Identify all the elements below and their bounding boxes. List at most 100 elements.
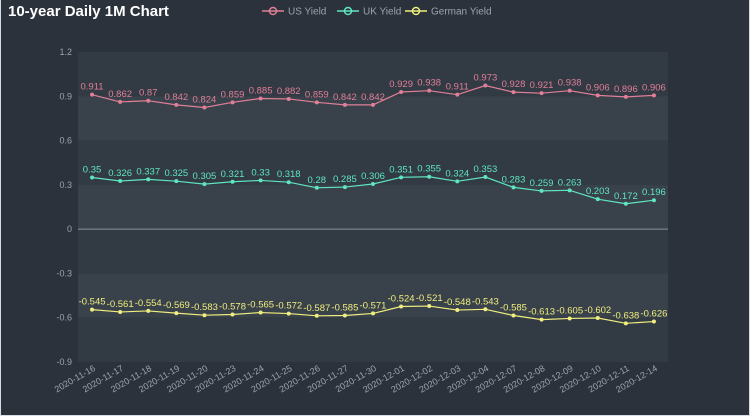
data-label: 0.318 [277,169,301,180]
data-point[interactable] [258,310,263,315]
data-label: 0.263 [558,177,582,188]
data-point[interactable] [90,175,95,180]
data-point[interactable] [230,179,235,184]
data-label: 0.906 [586,82,610,93]
plot-band [78,140,668,185]
data-point[interactable] [595,316,600,321]
data-point[interactable] [286,96,291,101]
data-point[interactable] [230,312,235,317]
data-point[interactable] [567,316,572,321]
y-axis: 1.2 0.9 0.6 0.3 0 -0.3 -0.6 -0.9 [56,47,72,367]
data-label: 0.321 [221,169,245,180]
data-point[interactable] [286,180,291,185]
data-point[interactable] [399,175,404,180]
data-point[interactable] [202,105,207,110]
data-label: 0.355 [417,164,441,175]
data-point[interactable] [651,319,656,324]
data-point[interactable] [427,174,432,179]
data-label: 0.929 [389,79,413,90]
data-point[interactable] [202,182,207,187]
data-point[interactable] [146,98,151,103]
data-point[interactable] [118,179,123,184]
data-point[interactable] [118,99,123,104]
data-point[interactable] [314,100,319,105]
data-point[interactable] [511,185,516,190]
data-label: 0.259 [530,178,554,189]
data-label: -0.572 [275,301,302,312]
y-tick-label: 0.6 [59,136,72,146]
data-point[interactable] [371,181,375,186]
data-label: 0.351 [389,164,413,175]
plot-band [78,273,668,318]
data-point[interactable] [230,100,235,105]
data-point[interactable] [174,179,179,184]
data-point[interactable] [258,96,263,101]
data-point[interactable] [314,313,319,318]
data-point[interactable] [539,91,544,96]
data-point[interactable] [342,102,347,107]
data-label: -0.524 [388,293,415,304]
data-label: -0.578 [219,301,246,312]
data-point[interactable] [623,94,628,99]
data-point[interactable] [202,313,207,318]
data-point[interactable] [595,93,600,98]
data-point[interactable] [455,179,460,184]
data-point[interactable] [511,90,516,95]
data-point[interactable] [258,178,263,183]
data-label: 0.283 [502,174,526,185]
data-point[interactable] [427,88,432,93]
data-point[interactable] [174,311,179,316]
data-point[interactable] [146,177,151,182]
data-point[interactable] [455,308,460,313]
data-label: 0.859 [305,89,329,100]
data-label: 0.172 [614,191,638,202]
data-point[interactable] [651,198,656,203]
legend-item-us-yield[interactable]: US Yield [262,7,326,18]
data-point[interactable] [174,102,179,107]
data-label: 0.87 [139,88,158,99]
data-point[interactable] [483,175,488,180]
data-point[interactable] [371,102,375,107]
data-point[interactable] [595,197,600,202]
data-label: -0.613 [528,307,555,318]
data-point[interactable] [567,188,572,193]
data-label: 0.35 [83,164,102,175]
data-point[interactable] [399,304,404,309]
data-point[interactable] [623,321,628,326]
plot-band [78,317,668,362]
data-point[interactable] [539,188,544,193]
data-point[interactable] [567,88,572,93]
data-point[interactable] [511,313,516,318]
legend-marker [268,6,278,16]
data-label: 0.285 [333,174,357,185]
data-point[interactable] [118,309,123,314]
data-label: -0.585 [500,303,527,314]
data-point[interactable] [427,304,432,309]
data-label: -0.554 [135,298,162,309]
legend-marker [343,6,353,16]
data-point[interactable] [483,307,488,312]
data-label: -0.569 [163,300,190,311]
data-point[interactable] [371,311,375,316]
legend-item-german-yield[interactable]: German Yield [405,7,492,18]
legend-label: German Yield [431,7,492,18]
data-label: 0.326 [108,168,132,179]
data-point[interactable] [539,317,544,322]
data-point[interactable] [342,313,347,318]
data-label: 0.859 [221,89,245,100]
data-point[interactable] [342,185,347,190]
legend-item-uk-yield[interactable]: UK Yield [337,7,401,18]
data-point[interactable] [90,92,95,97]
data-label: 0.353 [473,164,497,175]
data-point[interactable] [623,201,628,206]
data-point[interactable] [483,83,488,88]
data-point[interactable] [146,308,151,313]
data-point[interactable] [314,185,319,190]
chart-legend: US Yield UK Yield German Yield [262,7,492,18]
data-point[interactable] [399,90,404,95]
data-point[interactable] [455,92,460,97]
data-point[interactable] [286,311,291,316]
data-point[interactable] [651,93,656,98]
data-point[interactable] [90,307,95,312]
